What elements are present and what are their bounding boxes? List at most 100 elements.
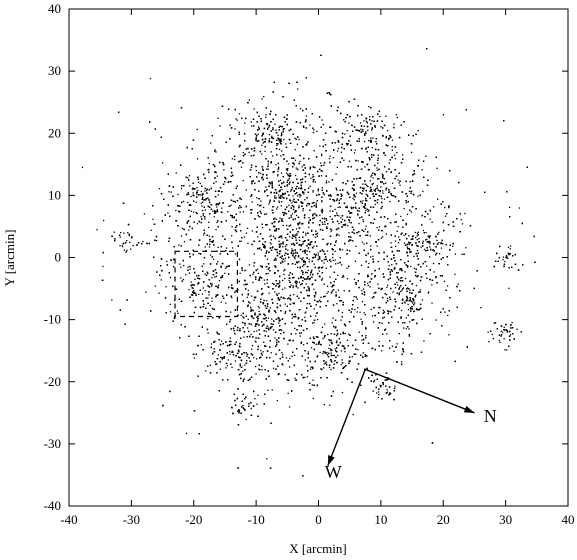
data-point xyxy=(209,304,211,307)
data-point xyxy=(208,226,210,229)
data-point xyxy=(143,213,146,215)
data-point xyxy=(371,190,373,192)
data-point xyxy=(389,159,391,161)
data-point xyxy=(288,204,290,206)
data-point xyxy=(308,217,310,219)
data-point xyxy=(287,392,289,394)
data-point xyxy=(355,353,357,355)
data-point xyxy=(285,357,288,359)
data-point xyxy=(403,234,405,236)
data-point xyxy=(300,332,303,334)
data-point xyxy=(284,287,286,289)
data-point xyxy=(310,368,312,370)
data-point xyxy=(394,158,397,160)
data-point xyxy=(420,246,422,248)
data-point xyxy=(413,255,415,258)
data-point xyxy=(320,175,323,177)
data-point xyxy=(407,265,409,267)
data-point xyxy=(294,159,297,161)
data-point xyxy=(290,284,292,286)
data-point xyxy=(308,226,310,228)
data-point xyxy=(353,278,356,280)
data-point xyxy=(261,98,263,100)
data-point xyxy=(221,358,223,360)
data-point xyxy=(272,235,275,237)
data-point xyxy=(323,262,325,264)
data-point xyxy=(284,374,286,376)
data-point xyxy=(275,259,277,261)
data-point xyxy=(244,122,246,124)
data-point xyxy=(251,125,253,127)
data-point xyxy=(304,249,306,251)
data-point xyxy=(398,182,400,184)
data-point xyxy=(429,210,432,212)
data-point xyxy=(416,250,419,252)
data-point xyxy=(332,259,334,262)
data-point xyxy=(315,202,317,204)
data-point xyxy=(276,303,278,305)
data-point xyxy=(381,322,383,324)
data-point xyxy=(289,236,291,238)
data-point xyxy=(250,407,252,410)
data-point xyxy=(238,113,241,115)
data-point xyxy=(131,237,133,239)
data-point xyxy=(438,253,441,255)
data-point xyxy=(271,389,273,391)
data-point xyxy=(402,287,404,289)
data-point xyxy=(276,144,278,147)
data-point xyxy=(357,307,359,309)
data-point xyxy=(399,286,401,289)
data-point xyxy=(229,353,231,355)
data-point xyxy=(206,189,208,192)
data-point xyxy=(329,258,331,261)
data-point xyxy=(269,242,271,244)
data-point xyxy=(317,252,319,254)
data-point xyxy=(274,196,276,198)
data-point xyxy=(321,326,324,328)
data-point xyxy=(249,302,251,304)
data-point xyxy=(240,240,242,242)
data-point xyxy=(287,179,289,181)
data-point xyxy=(244,324,246,326)
data-point xyxy=(362,161,364,163)
data-point xyxy=(365,193,367,195)
data-point xyxy=(432,206,435,208)
data-point xyxy=(288,279,290,282)
data-point xyxy=(301,243,303,246)
data-point xyxy=(252,281,254,284)
data-point xyxy=(304,181,307,183)
data-point xyxy=(218,280,221,282)
data-point xyxy=(321,119,323,121)
data-point xyxy=(356,311,358,313)
data-point xyxy=(246,296,248,298)
data-point xyxy=(270,352,272,354)
data-point xyxy=(260,172,262,175)
data-point xyxy=(293,354,296,356)
data-point xyxy=(329,216,331,218)
data-point xyxy=(287,239,289,241)
data-point xyxy=(431,284,433,286)
data-point xyxy=(435,319,437,321)
data-point xyxy=(235,118,237,120)
data-point xyxy=(369,235,371,237)
data-point xyxy=(282,211,284,214)
data-point xyxy=(180,187,183,190)
data-point xyxy=(231,235,233,237)
data-point xyxy=(373,379,376,381)
data-point xyxy=(225,266,228,268)
data-point xyxy=(376,169,378,171)
data-point xyxy=(346,206,348,209)
data-point xyxy=(337,274,339,276)
data-point xyxy=(267,272,269,275)
data-point xyxy=(361,241,364,243)
data-point xyxy=(185,432,188,434)
data-point xyxy=(305,278,307,280)
data-point xyxy=(402,154,404,156)
data-point xyxy=(113,231,115,233)
data-point xyxy=(225,302,227,304)
data-point xyxy=(305,232,307,234)
data-point xyxy=(338,222,340,225)
data-point xyxy=(261,153,263,155)
data-point xyxy=(300,182,302,184)
